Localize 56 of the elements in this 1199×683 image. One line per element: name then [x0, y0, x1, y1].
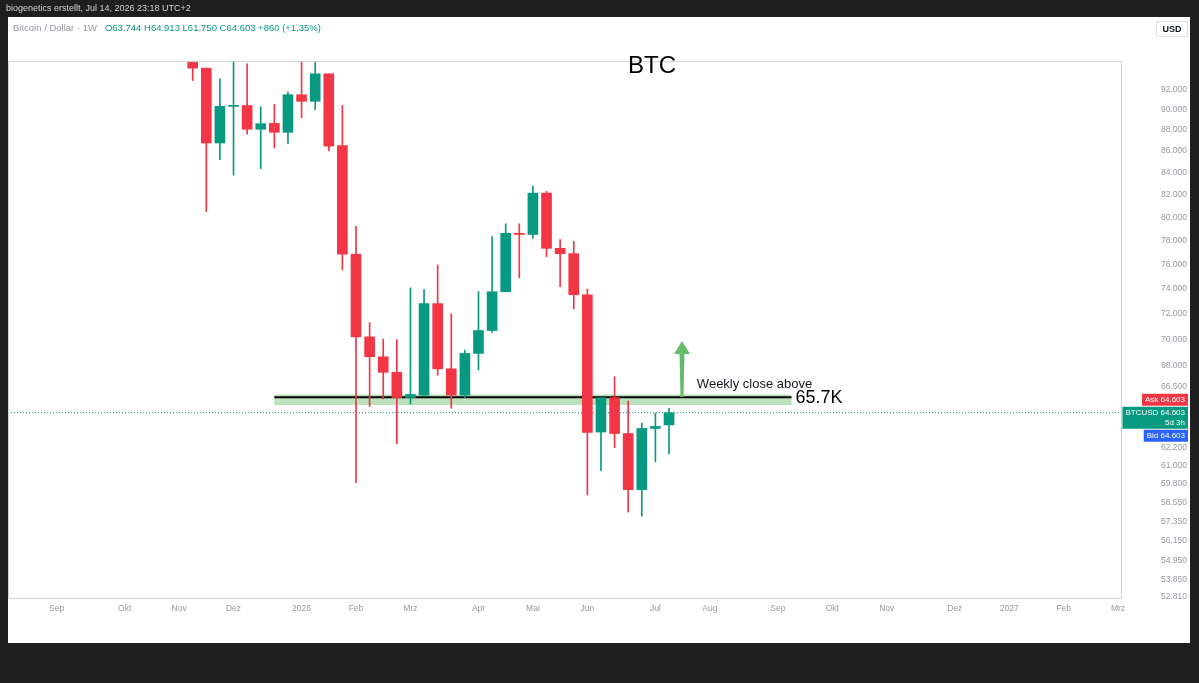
- x-tick-label: 2027: [999, 603, 1019, 614]
- text: 5d 3h: [1164, 418, 1185, 428]
- y-tick-label: 90.000: [1161, 103, 1188, 114]
- series-label: 65.7K: [795, 387, 843, 408]
- x-tick-label: Feb: [348, 603, 364, 614]
- x-tick-label: Feb: [1056, 603, 1072, 614]
- x-tick-label: Dez: [225, 603, 242, 614]
- x-tick-label: Sep: [49, 603, 65, 614]
- y-tick-label: 66.500: [1161, 380, 1188, 391]
- y-tick-label: 59.800: [1161, 477, 1188, 488]
- text: Bid 64.603: [1146, 431, 1186, 441]
- x-tick-label: Mrz: [1111, 603, 1126, 614]
- y-tick-label: 54.950: [1161, 555, 1188, 566]
- text: biogenetics erstellt, Jul 14, 2026 23:18 UTC+2: [6, 3, 191, 14]
- text: O63.744 H64.913 L61.750 C64.603 +860 (+1,35%): [104, 22, 321, 34]
- x-tick-label: Mrz: [403, 603, 418, 614]
- x-tick-label: Okt: [118, 603, 132, 614]
- x-tick-label: Nov: [879, 603, 896, 614]
- chart-subtitle: Bitcoin / Dollar · 1W: [13, 22, 97, 34]
- x-tick-label: Dez: [947, 603, 963, 614]
- y-tick-label: 78.000: [1161, 234, 1188, 245]
- x-tick-label: Okt: [825, 603, 840, 614]
- y-tick-label: 72.000: [1161, 307, 1188, 318]
- y-tick-label: 92.000: [1161, 83, 1188, 94]
- x-tick-label: 2026: [292, 603, 312, 614]
- y-tick-label: 74.000: [1161, 282, 1188, 293]
- candlestick: [391, 339, 403, 444]
- y-tick-label: 82.000: [1161, 189, 1188, 200]
- x-tick-label: Apr: [471, 603, 486, 614]
- y-tick-label: 70.000: [1161, 333, 1188, 344]
- y-tick-label: 61.000: [1161, 459, 1188, 470]
- y-tick-label: 86.000: [1161, 145, 1188, 156]
- x-tick-label: Sep: [770, 603, 786, 614]
- y-tick-label: 53.850: [1161, 573, 1188, 584]
- y-tick-label: 76.000: [1161, 258, 1188, 269]
- chart-title: BTC: [628, 51, 676, 79]
- x-tick-label: Mai: [526, 603, 540, 614]
- candlestick: [554, 239, 566, 288]
- text: Ask 64.603: [1144, 395, 1186, 405]
- y-tick-label: 58.550: [1161, 497, 1188, 507]
- x-tick-label: Aug: [702, 603, 718, 614]
- y-tick-label: 68.000: [1161, 360, 1188, 371]
- ref-line-label: BTCUSD 64.603: [1125, 408, 1186, 418]
- candlestick: [513, 223, 525, 279]
- x-tick-label: Jul: [649, 603, 661, 614]
- candlestick: [255, 106, 267, 169]
- y-tick-label: 52.810: [1161, 591, 1188, 602]
- y-tick-label: 88.000: [1161, 124, 1188, 135]
- x-tick-label: Jun: [580, 603, 595, 614]
- y-tick-label: 57.350: [1161, 515, 1188, 526]
- y-axis-title: USD: [1162, 23, 1182, 34]
- y-tick-label: 62.200: [1161, 441, 1188, 452]
- y-tick-label: 84.000: [1161, 166, 1188, 177]
- y-tick-label: 56.150: [1161, 535, 1188, 546]
- y-tick-label: 80.000: [1161, 211, 1188, 222]
- x-tick-label: Nov: [171, 603, 188, 614]
